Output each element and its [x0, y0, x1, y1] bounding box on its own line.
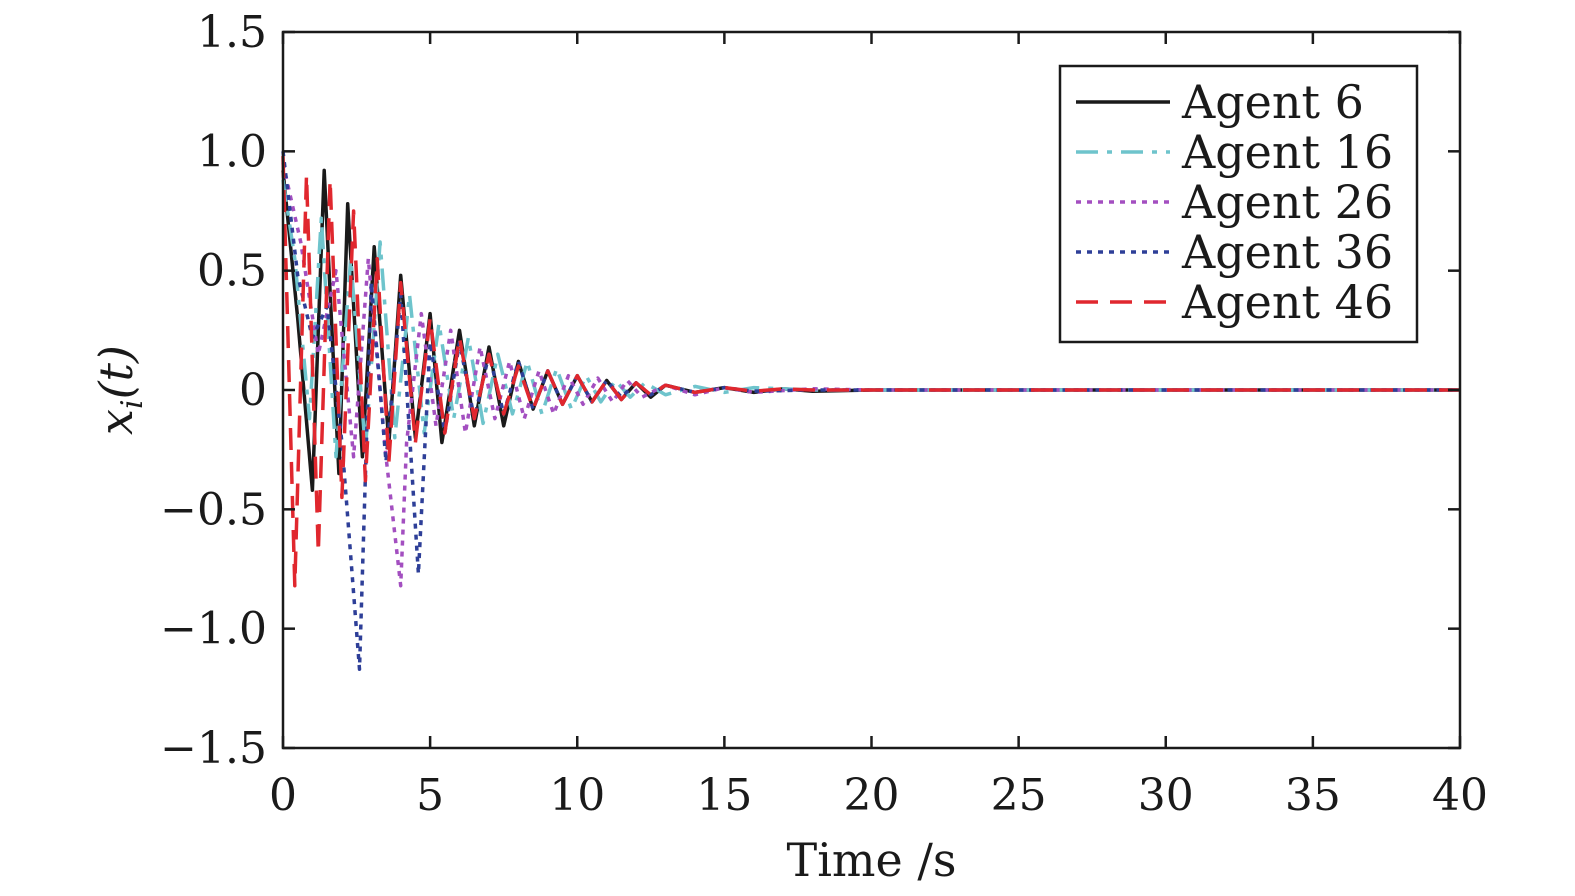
y-tick-label: 1.5: [197, 7, 267, 58]
y-tick-label: −1.5: [160, 723, 267, 774]
x-axis-label: Time /s: [787, 833, 957, 887]
legend-label: Agent 16: [1181, 125, 1393, 179]
y-axis-label: xi(t): [89, 345, 150, 435]
x-tick-label: 15: [696, 770, 752, 821]
y-tick-label: 1.0: [197, 126, 267, 177]
x-tick-label: 40: [1432, 770, 1488, 821]
y-tick-label: 0: [239, 365, 267, 416]
y-tick-label: −0.5: [160, 484, 267, 535]
series-line-agent-46: [281, 156, 1460, 588]
x-tick-label: 5: [416, 770, 444, 821]
legend-label: Agent 6: [1181, 75, 1364, 129]
legend-label: Agent 36: [1181, 225, 1393, 279]
x-tick-label: 30: [1138, 770, 1194, 821]
x-tick-label: 25: [991, 770, 1047, 821]
series-layer: [281, 151, 1460, 671]
legend-label: Agent 46: [1181, 275, 1393, 329]
ticks-layer: 0 5 10 15 20 25 30 35 40 −1.5 −1.0 −0.5 0 0.5 1.0 1.5: [160, 7, 1488, 821]
x-tick-label: 20: [844, 770, 900, 821]
x-tick-label: 0: [269, 770, 297, 821]
x-tick-label: 35: [1285, 770, 1341, 821]
y-tick-label: 0.5: [197, 246, 267, 297]
legend-label: Agent 26: [1181, 175, 1393, 229]
legend-box: [1058, 64, 1419, 344]
y-tick-label: −1.0: [160, 604, 267, 655]
x-tick-label: 10: [549, 770, 605, 821]
